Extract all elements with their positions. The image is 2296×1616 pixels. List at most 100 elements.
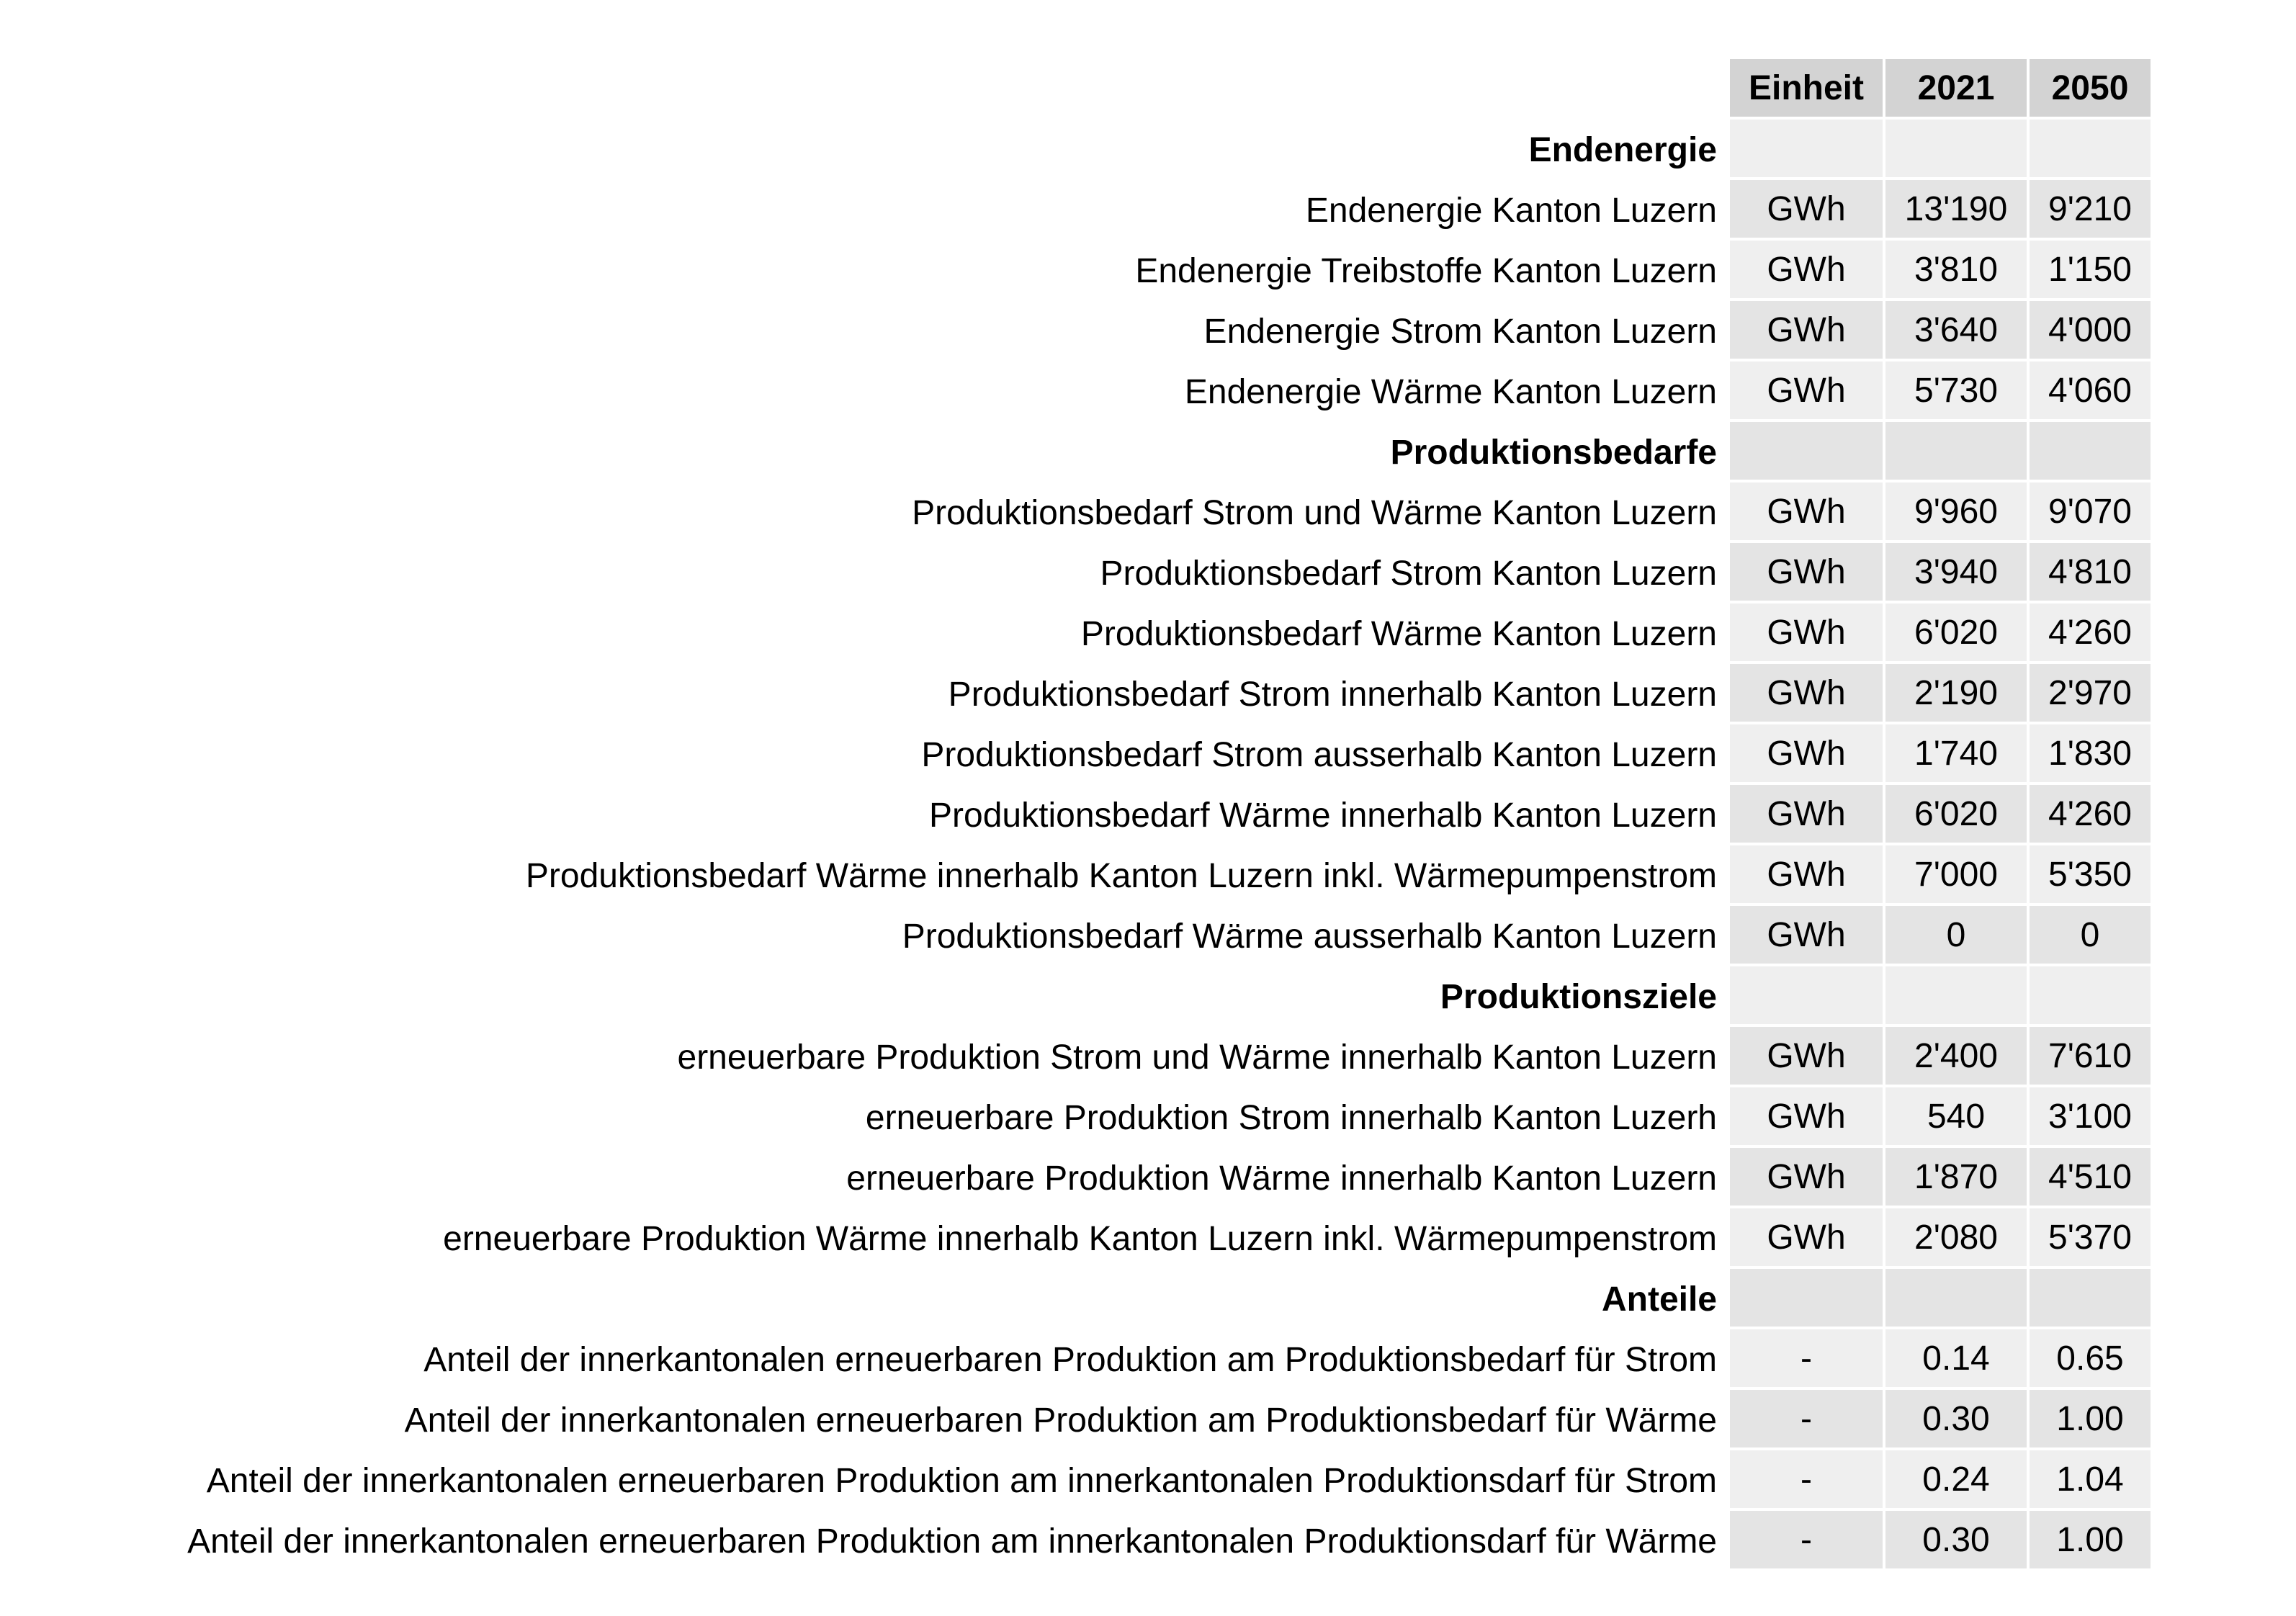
value-cell-2021 (1885, 120, 2027, 180)
row-label: Anteil der innerkantonalen erneuerbaren … (187, 1522, 1717, 1561)
value-cell-2050 (2030, 966, 2151, 1027)
value-cell-2050: 9'210 (2030, 180, 2151, 241)
unit-cell: GWh (1730, 241, 1883, 301)
row-label: Endenergie Kanton Luzern (1305, 191, 1717, 230)
unit-cell (1730, 1269, 1883, 1329)
row-label: Endenergie Wärme Kanton Luzern (1184, 372, 1717, 411)
value-cell-2050 (2030, 120, 2151, 180)
value-cell-2021: 0.14 (1885, 1329, 2027, 1390)
unit-cell: GWh (1730, 664, 1883, 724)
value-cell-2050: 0.65 (2030, 1329, 2151, 1390)
row-label: Produktionsbedarf Wärme ausserhalb Kanto… (902, 917, 1717, 956)
value-cell-2021: 3'640 (1885, 301, 2027, 362)
value-cell-2021: 0.24 (1885, 1450, 2027, 1511)
row-label: Produktionsbedarf Wärme innerhalb Kanton… (525, 856, 1717, 895)
value-cell-2021: 3'940 (1885, 543, 2027, 603)
value-cell-2021: 2'400 (1885, 1027, 2027, 1087)
value-cell-2050: 1'150 (2030, 241, 2151, 301)
section-heading: Produktionsbedarfe (1390, 433, 1717, 472)
value-cell-2021 (1885, 966, 2027, 1027)
row-label: Produktionsbedarf Wärme Kanton Luzern (1080, 614, 1717, 653)
value-cell-2050: 3'100 (2030, 1087, 2151, 1148)
section-heading: Endenergie (1528, 130, 1717, 169)
value-cell-2021: 9'960 (1885, 482, 2027, 543)
value-cell-2021: 540 (1885, 1087, 2027, 1148)
value-cell-2050: 4'260 (2030, 603, 2151, 664)
value-cell-2050: 7'610 (2030, 1027, 2151, 1087)
data-table: Einheit 2021 2050 Endenergie Endenergie K… (0, 59, 2151, 1571)
value-cell-2021: 1'740 (1885, 724, 2027, 785)
value-cell-2021: 1'870 (1885, 1148, 2027, 1208)
unit-cell: - (1730, 1329, 1883, 1390)
unit-cell: GWh (1730, 362, 1883, 422)
unit-cell: GWh (1730, 180, 1883, 241)
value-cell-2050: 0 (2030, 906, 2151, 966)
value-cell-2021: 0.30 (1885, 1511, 2027, 1571)
unit-cell: GWh (1730, 543, 1883, 603)
row-label: Produktionsbedarf Strom ausserhalb Kanto… (921, 735, 1717, 774)
value-cell-2021: 3'810 (1885, 241, 2027, 301)
value-cell-2050: 2'970 (2030, 664, 2151, 724)
value-cell-2021: 2'190 (1885, 664, 2027, 724)
unit-cell: GWh (1730, 785, 1883, 845)
unit-cell: GWh (1730, 845, 1883, 906)
value-cell-2021: 6'020 (1885, 603, 2027, 664)
unit-cell: GWh (1730, 603, 1883, 664)
value-cell-2021: 2'080 (1885, 1208, 2027, 1269)
value-cell-2050: 1.00 (2030, 1511, 2151, 1571)
row-label: Produktionsbedarf Strom innerhalb Kanton… (948, 675, 1717, 714)
section-heading: Anteile (1601, 1280, 1717, 1319)
value-cell-2050: 4'000 (2030, 301, 2151, 362)
unit-cell: - (1730, 1511, 1883, 1571)
value-cell-2021 (1885, 1269, 2027, 1329)
column-header-2050: 2050 (2030, 59, 2151, 120)
row-label: erneuerbare Produktion Strom und Wärme i… (677, 1038, 1718, 1077)
unit-cell: GWh (1730, 1148, 1883, 1208)
row-label: Endenergie Strom Kanton Luzern (1203, 312, 1717, 351)
value-cell-2021: 6'020 (1885, 785, 2027, 845)
value-cell-2050: 4'060 (2030, 362, 2151, 422)
row-label: erneuerbare Produktion Strom innerhalb K… (865, 1098, 1717, 1137)
row-label: Anteil der innerkantonalen erneuerbaren … (404, 1401, 1717, 1440)
unit-cell: GWh (1730, 1027, 1883, 1087)
unit-cell: GWh (1730, 906, 1883, 966)
unit-cell: - (1730, 1390, 1883, 1450)
row-label: Anteil der innerkantonalen erneuerbaren … (206, 1461, 1717, 1500)
value-cell-2050: 9'070 (2030, 482, 2151, 543)
value-cell-2050: 1'830 (2030, 724, 2151, 785)
value-cell-2021: 0 (1885, 906, 2027, 966)
value-cell-2050: 5'350 (2030, 845, 2151, 906)
value-cell-2021 (1885, 422, 2027, 482)
value-cell-2021: 0.30 (1885, 1390, 2027, 1450)
value-cell-2021: 5'730 (1885, 362, 2027, 422)
row-label: erneuerbare Produktion Wärme innerhalb K… (846, 1159, 1717, 1198)
value-cell-2021: 7'000 (1885, 845, 2027, 906)
row-label: erneuerbare Produktion Wärme innerhalb K… (443, 1219, 1717, 1258)
row-label: Produktionsbedarf Wärme innerhalb Kanton… (929, 796, 1717, 835)
column-header-unit: Einheit (1730, 59, 1883, 120)
value-cell-2050: 4'510 (2030, 1148, 2151, 1208)
unit-cell: GWh (1730, 301, 1883, 362)
unit-cell: GWh (1730, 1087, 1883, 1148)
value-cell-2050: 1.00 (2030, 1390, 2151, 1450)
value-cell-2050: 4'810 (2030, 543, 2151, 603)
value-cell-2050 (2030, 1269, 2151, 1329)
row-label: Produktionsbedarf Strom Kanton Luzern (1100, 554, 1718, 593)
unit-cell (1730, 422, 1883, 482)
value-cell-2050: 4'260 (2030, 785, 2151, 845)
value-cell-2050 (2030, 422, 2151, 482)
unit-cell: GWh (1730, 1208, 1883, 1269)
unit-cell: GWh (1730, 724, 1883, 785)
unit-cell: - (1730, 1450, 1883, 1511)
value-cell-2021: 13'190 (1885, 180, 2027, 241)
value-cell-2050: 1.04 (2030, 1450, 2151, 1511)
section-heading: Produktionsziele (1440, 977, 1717, 1016)
row-label: Endenergie Treibstoffe Kanton Luzern (1135, 251, 1717, 290)
row-label: Produktionsbedarf Strom und Wärme Kanton… (912, 493, 1717, 532)
row-label: Anteil der innerkantonalen erneuerbaren … (423, 1340, 1717, 1379)
unit-cell: GWh (1730, 482, 1883, 543)
column-header-2021: 2021 (1885, 59, 2027, 120)
value-cell-2050: 5'370 (2030, 1208, 2151, 1269)
unit-cell (1730, 120, 1883, 180)
unit-cell (1730, 966, 1883, 1027)
